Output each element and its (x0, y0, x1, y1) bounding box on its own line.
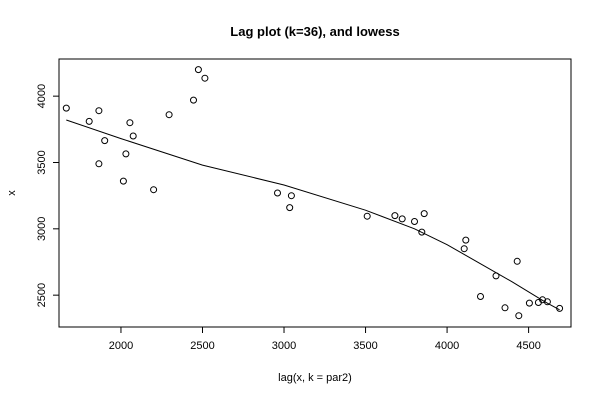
data-point (543, 298, 551, 306)
data-point (95, 107, 103, 115)
data-point (122, 150, 130, 158)
x-tick-label: 3500 (353, 340, 377, 352)
chart-title: Lag plot (k=36), and lowess (230, 24, 399, 39)
data-point (492, 272, 500, 280)
data-point (129, 132, 137, 140)
x-tick-label: 2000 (109, 340, 133, 352)
data-point (274, 189, 281, 197)
data-point (525, 299, 533, 307)
data-point (62, 104, 70, 112)
plot-frame (58, 58, 572, 328)
data-point (501, 304, 509, 312)
data-point (95, 160, 103, 168)
data-point (150, 186, 158, 194)
x-tick-label: 4000 (435, 340, 459, 352)
x-tick-label: 4500 (516, 340, 540, 352)
data-point (460, 245, 468, 253)
scatter-points-group (62, 66, 564, 320)
data-point (513, 257, 521, 265)
y-tick-label: 3000 (36, 217, 48, 241)
y-axis: 2500 3000 3500 4000 (36, 84, 59, 307)
y-tick-label: 2500 (36, 283, 48, 307)
data-point (418, 228, 426, 236)
x-axis: 2000 2500 3000 3500 4000 4500 (109, 327, 541, 352)
data-point (556, 304, 564, 312)
data-point (398, 215, 406, 223)
x-tick-label: 3000 (272, 340, 296, 352)
data-point (190, 96, 197, 104)
data-point (363, 212, 371, 220)
data-point (165, 111, 173, 119)
data-point (391, 212, 399, 220)
data-point (119, 177, 127, 185)
data-point (411, 218, 418, 225)
y-axis-label: x (6, 190, 18, 196)
data-point (286, 204, 294, 212)
data-point (462, 236, 470, 244)
data-point (85, 117, 93, 125)
lowess-curve-group (66, 119, 560, 311)
x-tick-label: 2500 (190, 340, 214, 352)
data-point (101, 137, 109, 145)
data-point (201, 74, 209, 82)
data-point (477, 293, 484, 300)
y-tick-label: 3500 (36, 150, 48, 174)
x-axis-label: lag(x, k = par2) (278, 372, 352, 384)
lowess-line (66, 119, 560, 311)
data-point (287, 192, 295, 200)
data-point (515, 312, 523, 320)
data-point (126, 119, 134, 127)
y-tick-label: 4000 (36, 84, 48, 108)
data-point (420, 210, 428, 218)
data-point (194, 66, 202, 74)
